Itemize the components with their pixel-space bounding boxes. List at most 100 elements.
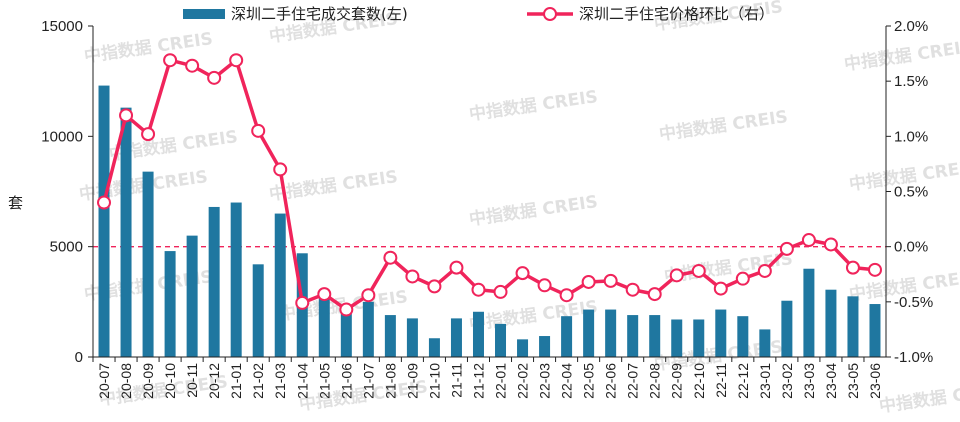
point-22-04 bbox=[559, 288, 574, 303]
bar-23-03 bbox=[803, 268, 815, 357]
point-20-12 bbox=[207, 70, 222, 85]
x-tick-label: 21-07 bbox=[360, 363, 376, 399]
x-tick-label: 22-10 bbox=[691, 363, 707, 399]
watermark-text: 中指数据 CREIS bbox=[878, 378, 960, 417]
bar-21-03 bbox=[274, 213, 286, 357]
point-22-12 bbox=[735, 271, 750, 286]
x-tick-label: 22-08 bbox=[647, 363, 663, 399]
x-tick-label: 21-08 bbox=[382, 363, 398, 399]
x-tick-label: 23-04 bbox=[823, 363, 839, 399]
right-tick-label: 0.0% bbox=[894, 239, 928, 256]
legend-line-label: 深圳二手住宅价格环比（右） bbox=[579, 5, 774, 23]
x-tick-label: 21-09 bbox=[404, 363, 420, 399]
watermark-text: 中指数据 CREIS bbox=[468, 191, 599, 230]
y-axis-label: 套 bbox=[8, 194, 23, 212]
point-22-06 bbox=[603, 273, 618, 288]
x-tick-label: 21-12 bbox=[470, 363, 486, 399]
x-tick-label: 22-03 bbox=[537, 363, 553, 399]
x-tick-label: 21-04 bbox=[294, 363, 310, 399]
x-tick-label: 21-01 bbox=[228, 363, 244, 399]
bar-20-09 bbox=[142, 171, 154, 357]
x-tick-label: 22-09 bbox=[669, 363, 685, 399]
x-tick-label: 20-07 bbox=[96, 363, 112, 399]
point-23-03 bbox=[801, 233, 816, 248]
point-22-05 bbox=[581, 274, 596, 289]
x-tick-label: 21-02 bbox=[250, 363, 266, 399]
bar-21-12 bbox=[472, 311, 484, 357]
bar-23-02 bbox=[781, 300, 793, 357]
x-tick-label: 23-03 bbox=[801, 363, 817, 399]
x-tick-label: 20-10 bbox=[162, 363, 178, 399]
legend-line-marker bbox=[543, 7, 557, 21]
point-20-07 bbox=[97, 195, 112, 210]
x-tick-label: 23-06 bbox=[867, 363, 883, 399]
point-20-09 bbox=[141, 127, 156, 142]
x-tick-label: 22-05 bbox=[581, 363, 597, 399]
x-tick-label: 22-12 bbox=[735, 363, 751, 399]
bar-21-05 bbox=[318, 297, 330, 357]
bar-22-02 bbox=[517, 339, 529, 357]
line-series bbox=[97, 53, 882, 317]
point-21-05 bbox=[317, 287, 332, 302]
point-20-11 bbox=[185, 58, 200, 73]
x-tick-label: 22-11 bbox=[713, 363, 729, 398]
legend-bar-swatch bbox=[183, 9, 225, 19]
right-tick-label: 1.0% bbox=[894, 128, 928, 145]
bar-23-06 bbox=[869, 304, 881, 357]
point-22-03 bbox=[537, 278, 552, 293]
bar-22-12 bbox=[737, 316, 749, 357]
point-22-08 bbox=[647, 287, 662, 302]
point-22-09 bbox=[669, 268, 684, 283]
bar-20-10 bbox=[164, 251, 176, 357]
x-tick-label: 23-01 bbox=[757, 363, 773, 399]
bar-22-11 bbox=[715, 309, 727, 357]
x-tick-label: 22-04 bbox=[559, 363, 575, 399]
bar-23-01 bbox=[759, 329, 771, 357]
point-22-07 bbox=[625, 282, 640, 297]
x-tick-label: 21-06 bbox=[338, 363, 354, 399]
point-22-02 bbox=[515, 266, 530, 281]
point-21-03 bbox=[273, 162, 288, 177]
bar-22-07 bbox=[627, 315, 639, 357]
watermark-text: 中指数据 CREIS bbox=[268, 166, 399, 205]
point-21-08 bbox=[383, 250, 398, 265]
point-21-11 bbox=[449, 260, 464, 275]
point-23-05 bbox=[845, 260, 860, 275]
bar-21-08 bbox=[384, 315, 396, 357]
bar-22-01 bbox=[495, 323, 507, 357]
right-tick-label: -0.5% bbox=[894, 294, 933, 311]
x-tick-label: 22-01 bbox=[493, 363, 509, 399]
point-22-10 bbox=[691, 263, 706, 278]
watermark-text: 中指数据 CREIS bbox=[663, 248, 794, 287]
legend-bar-label: 深圳二手住宅成交套数(左) bbox=[231, 5, 408, 23]
right-tick-label: -1.0% bbox=[894, 349, 933, 366]
bar-22-05 bbox=[583, 309, 595, 357]
bar-21-09 bbox=[406, 318, 418, 357]
right-tick-label: 2.0% bbox=[894, 18, 928, 35]
left-axis-ticks: 0 5000 10000 15000 bbox=[41, 18, 93, 366]
point-21-07 bbox=[361, 288, 376, 303]
point-21-04 bbox=[295, 295, 310, 310]
point-22-11 bbox=[713, 281, 728, 296]
bar-20-08 bbox=[120, 107, 132, 357]
left-tick-label: 10000 bbox=[41, 128, 83, 145]
x-tick-label: 20-11 bbox=[184, 363, 200, 398]
watermark-text: 中指数据 CREIS bbox=[468, 86, 599, 125]
left-tick-label: 15000 bbox=[41, 18, 83, 35]
bar-22-08 bbox=[649, 315, 661, 357]
right-axis-ticks: -1.0% -0.5% 0.0% 0.5% 1.0% 1.5% 2.0% bbox=[886, 18, 933, 366]
bar-21-11 bbox=[450, 318, 462, 357]
watermark-text: 中指数据 CREIS bbox=[843, 36, 960, 75]
point-23-04 bbox=[823, 237, 838, 252]
x-tick-label: 20-12 bbox=[206, 363, 222, 399]
bar-22-09 bbox=[671, 319, 683, 357]
right-tick-label: 0.5% bbox=[894, 184, 928, 201]
bar-22-10 bbox=[693, 319, 705, 357]
x-axis-ticks: 20-07 20-08 20-09 20-10 20-11 20-12 21-01 21-02… bbox=[92, 357, 883, 399]
bar-21-10 bbox=[428, 338, 440, 357]
x-tick-label: 22-07 bbox=[625, 363, 641, 399]
point-21-06 bbox=[339, 302, 354, 317]
bar-23-05 bbox=[847, 296, 859, 357]
point-23-02 bbox=[779, 241, 794, 256]
